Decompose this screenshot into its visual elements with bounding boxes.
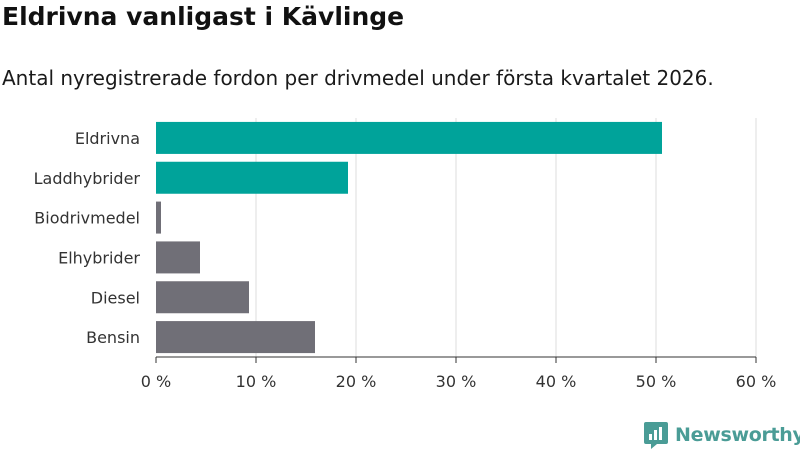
- x-tick-label: 10 %: [236, 372, 277, 391]
- bar-bensin: [156, 321, 315, 354]
- x-tick-label: 60 %: [736, 372, 777, 391]
- newsworthy-logo[interactable]: Newsworthy: [643, 420, 800, 450]
- x-tick-label: 50 %: [636, 372, 677, 391]
- bar-laddhybrider: [156, 161, 348, 194]
- bar-biodrivmedel: [156, 201, 161, 234]
- bar-chart: Eldrivna Laddhybrider Biodrivmedel Elhybrid…: [34, 118, 777, 391]
- bar-eldrivna: [156, 121, 662, 154]
- chart-title: Eldrivna vanligast i Kävlinge: [2, 2, 405, 31]
- category-label: Biodrivmedel: [34, 209, 140, 228]
- bar-elhybrider: [156, 241, 200, 274]
- category-labels: Eldrivna Laddhybrider Biodrivmedel Elhybrid…: [34, 129, 141, 347]
- x-tick-label: 30 %: [436, 372, 477, 391]
- bar-diesel: [156, 281, 249, 314]
- chart-subtitle: Antal nyregistrerade fordon per drivmede…: [2, 66, 714, 90]
- grid-lines: [255, 118, 757, 357]
- x-tick-label: 20 %: [336, 372, 377, 391]
- category-label: Eldrivna: [75, 129, 140, 148]
- x-axis: 0 % 10 % 20 % 30 % 40 % 50 % 60 %: [141, 356, 777, 391]
- x-tick-label: 0 %: [141, 372, 171, 391]
- category-label: Diesel: [91, 288, 140, 307]
- category-label: Laddhybrider: [34, 169, 141, 188]
- x-tick-label: 40 %: [536, 372, 577, 391]
- category-label: Bensin: [86, 328, 140, 347]
- bars: [156, 121, 662, 354]
- category-label: Elhybrider: [58, 248, 140, 267]
- newsworthy-logo-icon: [644, 422, 668, 449]
- newsworthy-logo-text: Newsworthy: [675, 424, 800, 446]
